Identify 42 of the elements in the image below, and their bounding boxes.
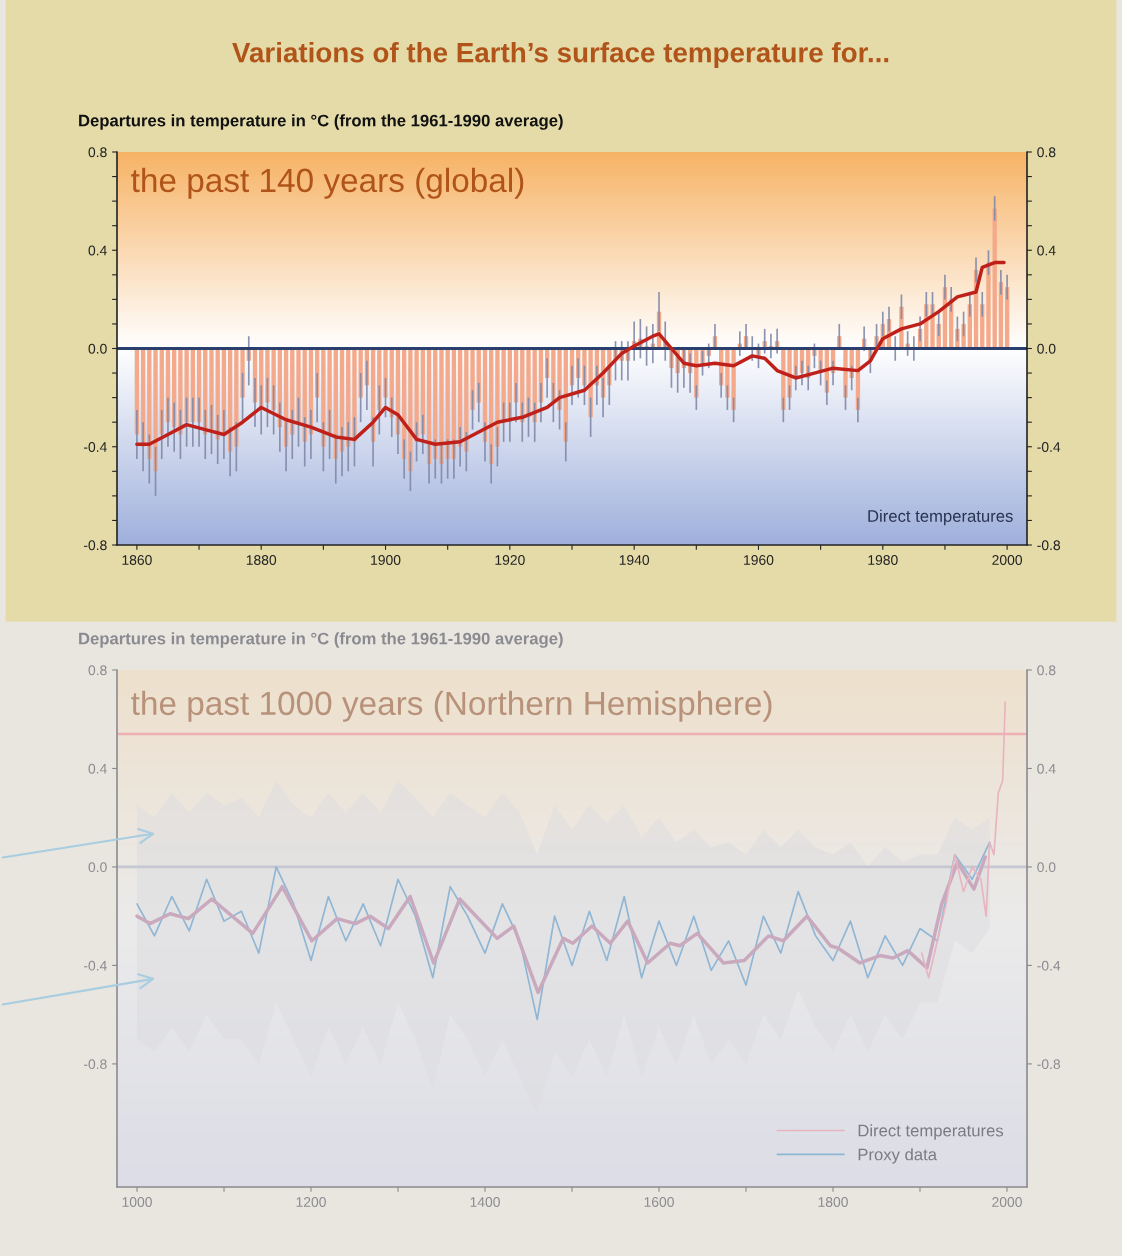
y2-tick-label: 0.0 <box>1037 862 1056 873</box>
y2-tick-label: -0.4 <box>1037 442 1061 452</box>
y-tick-label: 0.4 <box>88 245 107 256</box>
x-tick-label: 1800 <box>818 1197 848 1207</box>
y2-tick-label: 0.8 <box>1037 665 1056 676</box>
y2-tick-label: 0.4 <box>1037 763 1056 774</box>
y-tick-label: 0.0 <box>88 343 107 354</box>
x-tick-label: 1960 <box>744 555 774 565</box>
y-tick-label: -0.4 <box>83 960 107 971</box>
y2-tick-label: 0.0 <box>1037 343 1056 354</box>
y-tick-label: -0.8 <box>83 1059 107 1070</box>
text: the past 1000 years (Northern Hemisphere) <box>131 690 772 722</box>
x-tick-label: 1200 <box>296 1197 326 1207</box>
y-axis-title: Departures in temperature in °C (from the 1961-1990 average) <box>79 632 563 648</box>
legend-label: Proxy data <box>858 1148 937 1164</box>
x-tick-label: 1900 <box>371 555 401 565</box>
y2-tick-label: 0.8 <box>1037 147 1056 158</box>
x-tick-label: 1400 <box>470 1197 500 1207</box>
chart-title: Variations of the Earth’s surface temperature for... <box>232 42 889 68</box>
x-tick-label: 1920 <box>495 555 525 565</box>
y2-tick-label: 0.4 <box>1037 245 1056 256</box>
x-tick-label: 1600 <box>644 1197 674 1207</box>
x-tick-label: 2000 <box>992 555 1023 565</box>
y-tick-label: -0.8 <box>83 540 107 551</box>
x-tick-label: 1980 <box>868 555 898 565</box>
y-axis-title: Departures in temperature in °C (from the 1961-1990 average) <box>79 114 563 130</box>
y2-tick-label: -0.4 <box>1037 960 1061 971</box>
x-tick-label: 2000 <box>992 1197 1022 1207</box>
y-tick-label: 0.4 <box>88 763 107 774</box>
y2-tick-label: -0.8 <box>1037 540 1061 551</box>
y-tick-label: 0.8 <box>88 147 107 158</box>
x-tick-label: 1880 <box>246 555 277 565</box>
y-tick-label: 0.0 <box>88 862 107 873</box>
chart-subtitle: the past 140 years (global) <box>131 167 524 199</box>
x-tick-label: 1860 <box>122 555 152 565</box>
x-tick-label: 1000 <box>122 1197 152 1207</box>
y-tick-label: 0.8 <box>88 665 107 676</box>
y-tick-label: -0.4 <box>83 442 107 452</box>
x-tick-label: 1940 <box>619 555 650 565</box>
legend-label: Direct temperatures <box>858 1124 1004 1140</box>
y2-tick-label: -0.8 <box>1037 1059 1061 1070</box>
annotation: Direct temperatures <box>868 509 1013 526</box>
